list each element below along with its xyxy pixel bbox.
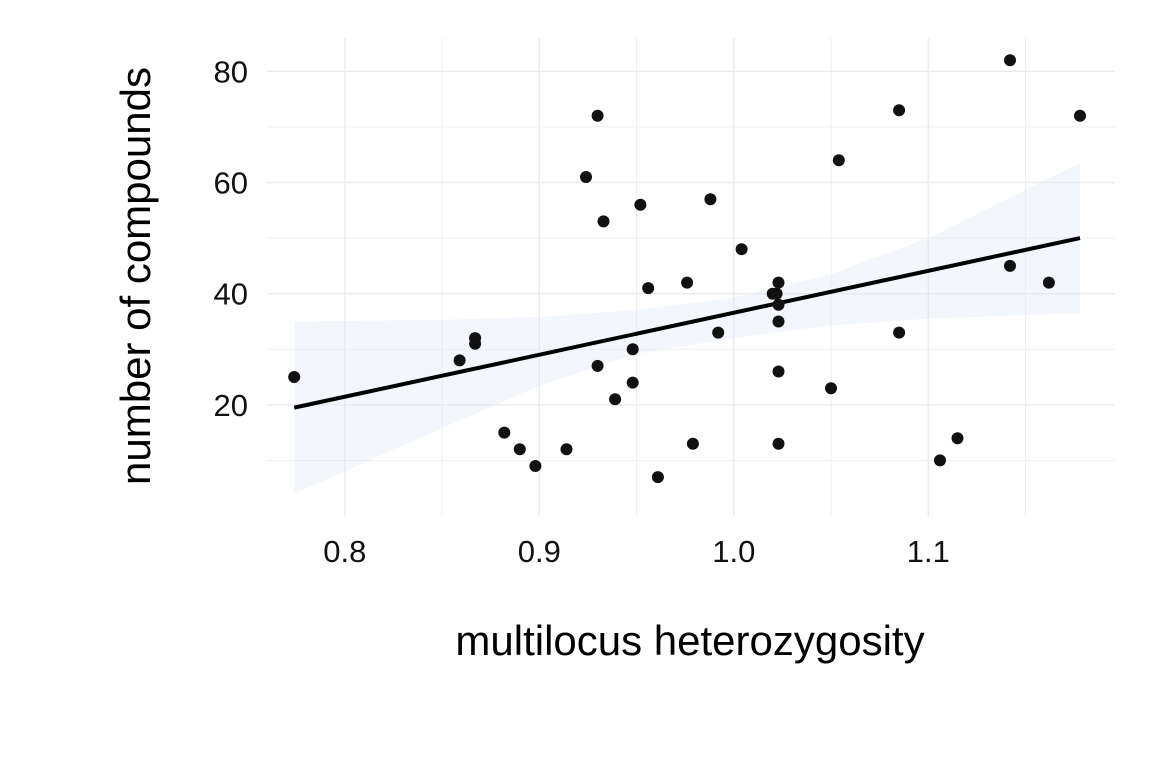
- data-point: [1004, 259, 1016, 272]
- data-point: [893, 104, 906, 117]
- data-points: [288, 54, 1086, 484]
- data-point: [934, 454, 946, 467]
- data-point: [609, 393, 622, 406]
- data-point: [591, 359, 604, 372]
- data-point: [1004, 54, 1016, 67]
- data-point: [1042, 276, 1055, 289]
- x-tick-label: 1.0: [712, 534, 755, 569]
- data-point: [651, 471, 664, 484]
- data-point: [288, 371, 301, 383]
- x-axis-title: multilocus heterozygosity: [455, 617, 924, 664]
- data-point: [513, 443, 526, 456]
- data-point: [772, 437, 785, 450]
- data-point: [642, 282, 655, 295]
- data-point: [591, 109, 604, 122]
- grid: [267, 38, 1115, 516]
- data-point: [772, 365, 785, 378]
- y-axis-ticks: 20 40 60 80: [214, 54, 248, 422]
- data-point: [735, 243, 748, 256]
- data-point: [772, 315, 785, 328]
- data-point: [704, 193, 717, 206]
- y-tick-label: 40: [214, 277, 248, 312]
- y-tick-label: 60: [214, 166, 248, 201]
- fit-line-group: [293, 236, 1081, 410]
- x-tick-label: 0.8: [323, 534, 366, 569]
- confidence-band-area: [294, 163, 1080, 494]
- data-point: [498, 426, 511, 439]
- data-point: [529, 460, 542, 472]
- regression-line: [293, 236, 1081, 410]
- data-point: [772, 276, 785, 289]
- data-point: [681, 276, 694, 289]
- data-point: [1074, 109, 1086, 122]
- data-point: [712, 326, 725, 339]
- data-point: [453, 354, 466, 367]
- data-point: [597, 215, 610, 228]
- confidence-band: [294, 163, 1080, 494]
- data-point: [626, 376, 639, 389]
- data-point: [825, 382, 837, 395]
- data-point: [469, 332, 482, 345]
- y-axis-title: number of compounds: [112, 67, 159, 485]
- y-tick-label: 20: [214, 388, 248, 423]
- x-axis-ticks: 0.8 0.9 1.0 1.1: [323, 534, 950, 569]
- data-point: [580, 171, 592, 183]
- x-tick-label: 1.1: [907, 534, 950, 569]
- data-point: [634, 198, 647, 211]
- data-point: [772, 298, 785, 311]
- data-point: [560, 443, 573, 456]
- x-tick-label: 0.9: [518, 534, 561, 569]
- y-tick-label: 80: [214, 54, 248, 89]
- data-point: [893, 326, 906, 339]
- data-point: [951, 432, 964, 445]
- data-point: [626, 343, 639, 356]
- data-point: [832, 154, 845, 167]
- data-point: [770, 287, 783, 300]
- data-point: [686, 437, 699, 450]
